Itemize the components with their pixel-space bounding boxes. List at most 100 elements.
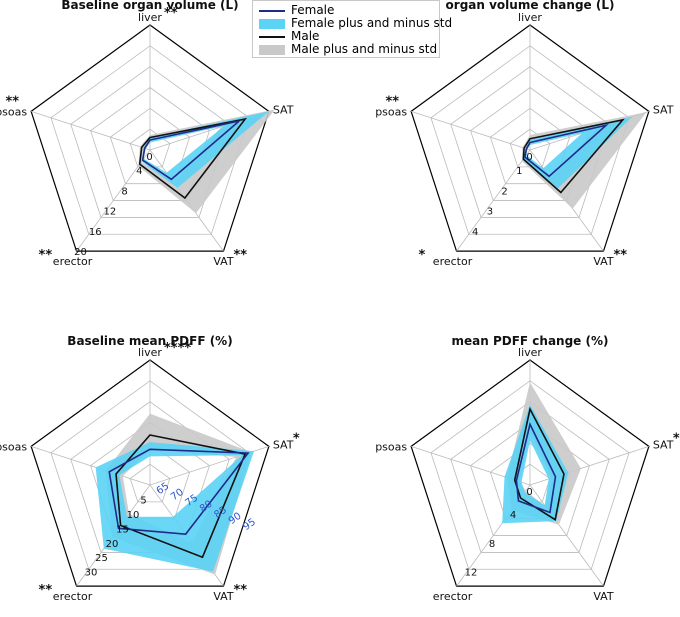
legend-label: Female plus and minus std [291,16,453,30]
axis-label-liver: liver [518,11,542,24]
axis-label-psoas: psoas [0,105,27,118]
radar-spoke [30,110,151,151]
significance-mark: ** [164,6,178,21]
significance-mark: ** [39,248,53,263]
radar-grid-ring [430,45,630,235]
legend-item-female: Female [259,4,334,17]
radar-chart-1: 048121620liver**SATVAT**erector**psoas**… [0,0,294,268]
significance-mark: ** [39,583,53,598]
radar-grid-ring [470,422,590,536]
radar-grid-ring [90,87,210,201]
axis-label-vat: VAT [593,590,613,603]
male-series-line [138,117,248,200]
male-line-swatch [259,35,285,38]
radial-tick-label: 4 [136,166,142,177]
radial-tick-label: 0 [526,152,532,163]
axis-label-erector: erector [53,255,93,268]
axis-label-erector: erector [53,590,93,603]
female-std-band [95,442,255,572]
legend-item-female-std: Female plus and minus std [259,17,452,30]
axis-label-psoas: psoas [375,105,407,118]
significance-mark: ** [613,248,627,263]
axis-label-vat: VAT [593,255,613,268]
radar-outer-frame [410,24,650,252]
radar-chart-4: 0 4 8 12 liver SAT * VAT erector psoas mean PDFF c… [375,334,680,603]
radar-outer-frame [410,359,650,587]
radar-spoke [456,149,531,252]
radar-grid-ring [70,66,230,218]
radar-outer-frame [30,24,270,252]
radial-tick-label: 10 [127,510,140,521]
significance-mark: * [419,248,426,263]
chart-title: Baseline mean PDFF (%) [67,334,232,348]
axis-label-vat: VAT [213,255,233,268]
radial-tick-label: 4 [472,227,478,238]
legend-label: Male plus and minus std [291,42,438,56]
radial-tick-label: 8 [489,539,495,550]
chart-title: mean PDFF change (%) [452,334,609,348]
axis-label-liver: liver [138,11,162,24]
female-series-line [141,120,240,181]
axis-label-liver: liver [138,346,162,359]
radial-tick-label: 12 [104,207,117,218]
female-series-line [108,448,250,535]
radar-grid-ring [450,66,610,218]
axis-label-erector: erector [433,255,473,268]
axis-label-sat: SAT [273,103,294,116]
radial-tick-label: 25 [95,553,108,564]
axis-label-psoas: psoas [0,440,27,453]
radial-tick-label: 12 [465,568,478,579]
radial-tick-label: 1 [516,166,522,177]
female-series-line [515,421,557,514]
legend-label: Female [291,3,335,17]
male-band-swatch [259,44,285,55]
radial-tick-label: 8 [121,186,127,197]
radar-outer-frame [30,359,270,587]
radial-tick-label: 20 [106,539,119,550]
significance-mark: ** [233,248,247,263]
female-line-swatch [259,9,285,12]
significance-mark: ** [6,94,20,109]
axis-label-vat: VAT [213,590,233,603]
male-series-line [522,118,625,194]
radar-grid-ring [129,463,171,503]
radial-tick-label: 3 [487,207,493,218]
legend: Female Female plus and minus std Male Ma… [252,0,452,58]
chart-title: organ volume change (L) [446,0,615,12]
female-band-swatch [259,18,285,29]
radar-grid-ring [470,87,590,201]
radial-tick-label: 2 [501,186,507,197]
radial-tick-label: 20 [74,247,87,258]
significance-mark: * [293,431,300,446]
significance-mark: ** [233,583,247,598]
significance-mark: **** [164,341,191,356]
radar-spoke [30,445,151,486]
legend-item-male-std: Male plus and minus std [259,43,437,56]
axis-label-liver: liver [518,346,542,359]
female-std-band [523,116,633,189]
significance-mark: ** [386,94,400,109]
radial-tick-label: 5 [140,495,146,506]
radial-tick-label: 16 [89,227,102,238]
male-series-line [115,434,247,559]
radar-spoke [410,110,531,151]
radar-grid-ring [450,401,610,553]
significance-mark: * [673,431,680,446]
radial-tick-label: 0 [146,152,152,163]
axis-label-erector: erector [433,590,473,603]
legend-label: Male [291,29,320,43]
radar-spoke [76,149,151,252]
chart-title: Baseline organ volume (L) [61,0,238,12]
radar-grid-ring [50,45,250,235]
legend-item-male: Male [259,30,319,43]
radar-grid-ring [430,380,630,570]
axis-label-psoas: psoas [375,440,407,453]
radar-grid-ring [50,380,250,570]
axis-label-sat: SAT [653,438,674,451]
radial-tick-label: 30 [85,568,98,579]
female-series-line [523,123,609,178]
radial-tick-label: 15 [116,524,129,535]
